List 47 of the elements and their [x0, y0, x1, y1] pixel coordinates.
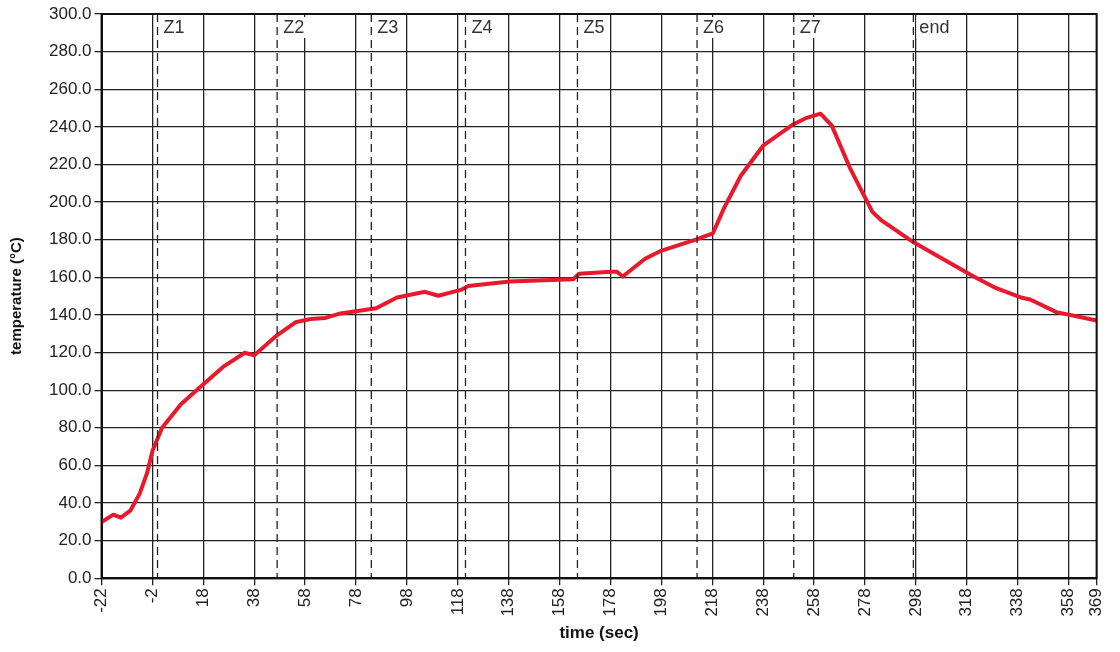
x-tick-label: 369 — [1086, 588, 1106, 617]
y-tick-label: 100.0 — [48, 379, 92, 399]
x-axis-title: time (sec) — [559, 623, 639, 643]
ref-line-label: Z7 — [799, 16, 821, 37]
x-tick-label: 38 — [243, 588, 263, 608]
x-tick-label: 258 — [803, 588, 823, 617]
ref-line-label: Z5 — [583, 16, 605, 37]
x-tick-label: 338 — [1007, 588, 1027, 617]
x-tick-label: 238 — [752, 588, 772, 617]
y-tick-label: 260.0 — [48, 78, 92, 98]
x-tick-label: 98 — [396, 588, 416, 608]
y-tick-label: 280.0 — [48, 41, 92, 61]
ref-line-label: Z2 — [283, 16, 305, 37]
y-tick-label: 0.0 — [67, 567, 92, 587]
x-tick-label: 178 — [600, 588, 620, 617]
x-tick-label: 198 — [651, 588, 671, 617]
x-tick-label: 278 — [854, 588, 874, 617]
x-tick-label: 298 — [905, 588, 925, 617]
y-tick-label: 40.0 — [58, 492, 92, 512]
ref-line-label: end — [919, 16, 950, 37]
y-tick-label: 300.0 — [48, 3, 92, 23]
x-tick-label: 318 — [956, 588, 976, 617]
x-tick-label: 58 — [294, 588, 314, 608]
x-tick-label: 18 — [193, 588, 213, 608]
x-tick-label: 118 — [447, 588, 467, 616]
y-tick-label: 240.0 — [48, 116, 92, 136]
x-tick-label: 358 — [1058, 588, 1078, 617]
y-tick-label: 160.0 — [48, 267, 92, 286]
y-tick-label: 180.0 — [48, 229, 92, 249]
ref-line-label: Z4 — [471, 16, 493, 37]
x-tick-label: 138 — [498, 588, 518, 617]
x-tick-label: -22 — [91, 588, 111, 613]
ref-line-label: Z3 — [377, 16, 399, 37]
y-tick-label: 60.0 — [58, 455, 92, 475]
y-tick-label: 120.0 — [48, 342, 92, 362]
ref-line-label: Z6 — [703, 16, 725, 37]
x-tick-label: 158 — [549, 588, 569, 617]
x-tick-label: 218 — [702, 588, 722, 617]
y-axis-title: temperature (°C) — [7, 237, 25, 355]
ref-line-label: Z1 — [163, 16, 185, 37]
y-tick-label: 20.0 — [58, 530, 92, 550]
x-tick-label: 78 — [345, 588, 365, 608]
x-tick-label: -2 — [142, 588, 162, 604]
y-tick-label: 80.0 — [58, 417, 92, 437]
y-tick-label: 140.0 — [48, 304, 92, 324]
y-tick-label: 200.0 — [48, 191, 92, 211]
y-tick-label: 220.0 — [48, 154, 92, 174]
